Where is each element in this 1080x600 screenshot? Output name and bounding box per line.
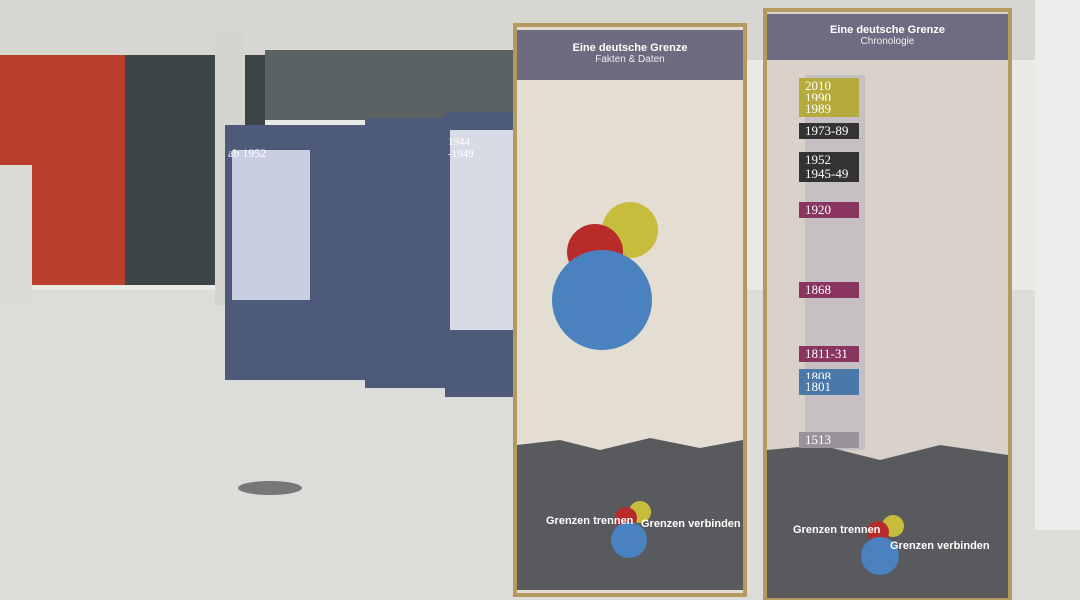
pillar-right bbox=[1035, 0, 1080, 530]
slogan: Grenzen trennen bbox=[546, 515, 634, 527]
panel-title-block: Eine deutsche Grenze Fakten & Daten bbox=[517, 42, 743, 65]
far-panel bbox=[0, 165, 32, 305]
small-panel-label: ab 1952 bbox=[228, 146, 267, 160]
panel-title-block: Eine deutsche Grenze Chronologie bbox=[767, 24, 1008, 47]
timeline-year: 1973-89 bbox=[799, 123, 859, 139]
timeline-year: 1868 bbox=[799, 282, 859, 298]
panel-title: Eine deutsche Grenze bbox=[572, 42, 688, 54]
circle bbox=[552, 250, 652, 350]
panel-content bbox=[232, 150, 310, 300]
slogan: Grenzen verbinden bbox=[890, 540, 990, 552]
timeline-year: 1920 bbox=[799, 202, 859, 218]
panel-subtitle: Chronologie bbox=[860, 36, 915, 47]
floor-plate bbox=[238, 481, 302, 495]
timeline: 2010 1990 1989 1973-89 1952 1945-49 1920 1868 18… bbox=[767, 0, 867, 600]
timeline-year: 1952 bbox=[799, 152, 859, 168]
panel-subtitle: Fakten & Daten bbox=[595, 54, 665, 65]
panel-content bbox=[450, 130, 515, 330]
timeline-year: 1989 bbox=[799, 101, 859, 117]
panel-header bbox=[517, 30, 743, 80]
timeline-year: 1945-49 bbox=[799, 166, 859, 182]
timeline-year: 1513 bbox=[799, 432, 859, 448]
slogan: Grenzen trennen bbox=[793, 524, 881, 536]
window bbox=[265, 50, 515, 120]
small-panel-label: 1944 -1949 bbox=[448, 136, 474, 160]
timeline-year: 1801 bbox=[799, 379, 859, 395]
logo bbox=[861, 537, 899, 575]
slogan: Grenzen verbinden bbox=[641, 518, 741, 530]
timeline-year: 1811-31 bbox=[799, 346, 859, 362]
small-panel bbox=[365, 118, 445, 388]
logo bbox=[611, 522, 647, 558]
panel-header bbox=[767, 14, 1008, 60]
panel-title: Eine deutsche Grenze bbox=[830, 24, 945, 36]
small-panel bbox=[315, 125, 365, 380]
